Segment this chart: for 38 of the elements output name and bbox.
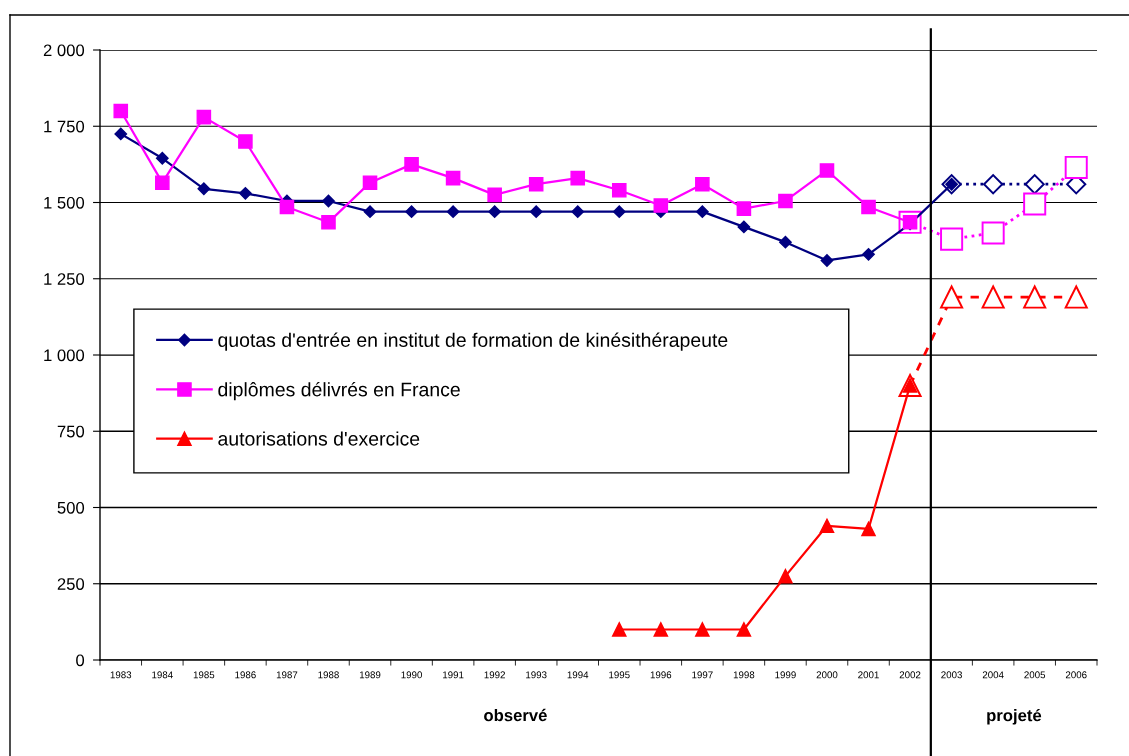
text: projeté — [987, 708, 1042, 725]
legend-label: quotas d'entrée en institut de formation de kinésithérapeute — [218, 332, 728, 351]
x-tick-label: 1987 — [276, 671, 298, 679]
x-tick-label: 1997 — [692, 671, 713, 679]
x-tick-label: 1996 — [650, 671, 672, 679]
x-tick-label: 2002 — [899, 671, 921, 679]
x-tick-label: 1992 — [484, 671, 505, 679]
x-tick-label: 1991 — [443, 671, 464, 679]
x-tick-label: 1984 — [152, 671, 173, 679]
x-tick-label: 1998 — [733, 671, 755, 679]
y-tick-label: 0 — [76, 654, 85, 667]
x-tick-label: 2006 — [1065, 671, 1087, 679]
x-tick-label: 2003 — [941, 671, 962, 679]
x-tick-label: 1994 — [567, 671, 589, 679]
y-tick-label: 500 — [57, 501, 85, 514]
y-tick-label: 750 — [57, 425, 85, 438]
y-tick-label: 1 250 — [44, 273, 85, 285]
x-tick-label: 1988 — [318, 671, 339, 679]
y-tick-label: 1 500 — [44, 196, 85, 209]
y-tick-label: 1 000 — [44, 349, 85, 362]
x-tick-label: 2001 — [858, 671, 879, 679]
legend-label: autorisations d'exercice — [218, 431, 420, 446]
y-tick-label: 250 — [57, 578, 85, 590]
x-tick-label: 1995 — [609, 671, 630, 679]
x-tick-label: 1999 — [775, 671, 796, 679]
x-tick-label: 1990 — [401, 671, 422, 679]
x-tick-label: 1985 — [193, 671, 215, 679]
text: observé — [484, 708, 547, 722]
x-tick-label: 1983 — [110, 671, 132, 679]
legend-label: diplômes délivrés en France — [218, 381, 460, 401]
x-tick-label: 1986 — [235, 671, 256, 679]
x-tick-label: 1993 — [526, 671, 547, 679]
x-tick-label: 2005 — [1024, 671, 1046, 679]
x-tick-label: 1989 — [359, 671, 381, 679]
x-tick-label: 2000 — [816, 671, 838, 679]
y-tick-label: 1 750 — [44, 120, 85, 133]
x-tick-label: 2004 — [982, 671, 1004, 679]
y-tick-label: 2 000 — [43, 44, 85, 57]
